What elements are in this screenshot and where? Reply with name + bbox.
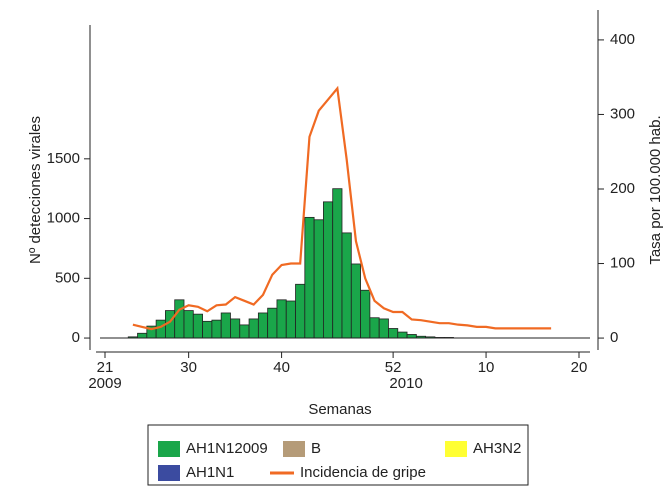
y2-tick-label: 200 bbox=[610, 180, 635, 197]
legend-swatch bbox=[445, 441, 467, 457]
legend-swatch bbox=[283, 441, 305, 457]
legend-label: AH1N12009 bbox=[186, 440, 268, 457]
bar bbox=[313, 219, 324, 339]
bar bbox=[304, 216, 315, 339]
y-axis-label: Nº detecciones virales bbox=[27, 116, 44, 264]
x-tick-label: 10 bbox=[478, 359, 495, 376]
x-tick-label: 40 bbox=[273, 359, 290, 376]
bar bbox=[174, 299, 185, 339]
bar bbox=[267, 307, 278, 339]
y-tick-label: 1000 bbox=[47, 210, 80, 227]
legend-box bbox=[147, 424, 529, 486]
line bbox=[132, 85, 552, 331]
bar bbox=[137, 332, 148, 339]
y-tick-label: 1500 bbox=[47, 150, 80, 167]
legend-label: AH1N1 bbox=[186, 464, 234, 481]
bar bbox=[350, 263, 361, 339]
bar bbox=[276, 299, 287, 339]
x-tick-label: 21 bbox=[97, 359, 114, 376]
legend-label: B bbox=[311, 440, 321, 457]
y-tick-label: 500 bbox=[55, 269, 80, 286]
legend-label: Incidencia de gripe bbox=[300, 464, 426, 481]
y2-tick-label: 100 bbox=[610, 255, 635, 272]
bar bbox=[220, 312, 231, 339]
bar bbox=[257, 312, 269, 339]
legend-label: AH3N2 bbox=[473, 440, 521, 457]
x-year-label: 2010 bbox=[389, 375, 422, 392]
x-tick-label: 52 bbox=[385, 359, 402, 376]
x-tick-label: 20 bbox=[571, 359, 588, 376]
bar bbox=[397, 331, 408, 339]
x-year-label: 2009 bbox=[88, 375, 121, 392]
y2-tick-label: 300 bbox=[610, 105, 635, 122]
x-axis-label: Semanas bbox=[308, 401, 371, 418]
legend-swatch bbox=[158, 465, 180, 481]
bar bbox=[230, 318, 241, 339]
bar bbox=[285, 300, 296, 339]
y2-axis-label: Tasa por 100.000 hab. bbox=[647, 115, 664, 264]
bar bbox=[360, 289, 371, 339]
bar bbox=[202, 320, 213, 339]
bar bbox=[406, 334, 417, 339]
y-tick-label: 0 bbox=[72, 329, 80, 346]
bar bbox=[295, 283, 306, 339]
y2-tick-label: 400 bbox=[610, 31, 635, 48]
bar bbox=[341, 232, 352, 339]
x-tick-label: 30 bbox=[180, 359, 197, 376]
bar bbox=[211, 319, 222, 339]
bar bbox=[369, 317, 380, 339]
bar bbox=[378, 318, 389, 339]
bar bbox=[155, 319, 166, 339]
bar bbox=[183, 310, 194, 339]
y2-tick-label: 0 bbox=[610, 329, 618, 346]
bar bbox=[239, 324, 250, 339]
bar bbox=[248, 318, 259, 339]
bar bbox=[323, 201, 334, 339]
bar bbox=[192, 313, 203, 339]
bar bbox=[388, 328, 399, 339]
bar bbox=[332, 188, 343, 339]
legend-swatch bbox=[158, 441, 180, 457]
